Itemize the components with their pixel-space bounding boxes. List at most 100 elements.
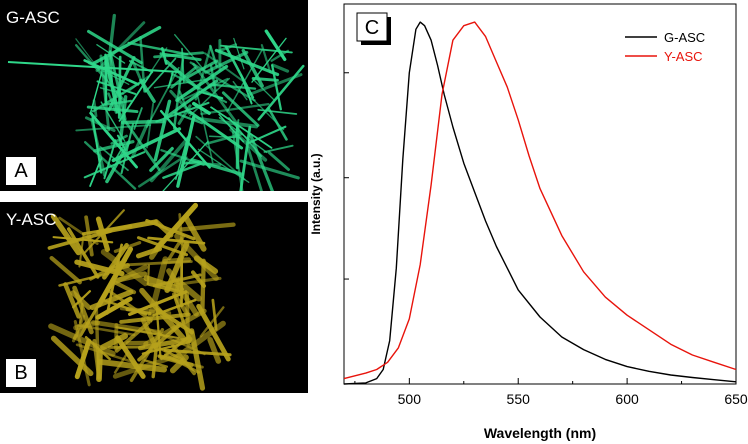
- crystal-rod: [186, 59, 219, 79]
- crystal-rod: [196, 303, 231, 362]
- crystal-rod: [153, 202, 199, 252]
- crystal-rod: [241, 48, 264, 88]
- crystal-rod: [140, 317, 160, 352]
- crystal-rod: [94, 308, 101, 379]
- crystal-rod: [114, 280, 137, 295]
- crystal-rod: [217, 43, 238, 53]
- crystal-rod: [93, 140, 135, 153]
- crystal-rod: [84, 215, 94, 257]
- crystal-rod: [97, 358, 167, 373]
- chart-canvas: 500 550 600 650 Wavelength (nm) Intensity (a.…: [309, 3, 748, 441]
- crystal-rod: [196, 93, 214, 164]
- crystal-rod: [153, 51, 205, 59]
- panel-b-letter: B: [6, 359, 36, 387]
- crystal-rod: [267, 151, 290, 172]
- crystal-rod: [119, 312, 191, 324]
- crystal-rod: [107, 56, 136, 112]
- crystal-rod: [155, 301, 162, 358]
- crystal-rod: [147, 236, 206, 245]
- crystal-rod: [96, 219, 158, 235]
- crystal-rod: [251, 97, 285, 131]
- crystal-rod: [127, 41, 189, 56]
- crystal-rod: [192, 62, 238, 124]
- crystal-rod: [153, 77, 215, 89]
- crystal-rod: [162, 140, 209, 191]
- crystal-rod: [146, 102, 155, 149]
- crystal-cluster: [75, 13, 305, 191]
- crystal-rod: [83, 151, 146, 179]
- crystal-rod: [74, 338, 92, 380]
- photo-panel-a: G-ASC A: [0, 0, 308, 191]
- crystal-rod: [220, 44, 293, 54]
- crystal-rod: [173, 276, 182, 298]
- crystal-rod: [210, 106, 273, 149]
- crystal-rod: [172, 58, 185, 130]
- crystal-rod: [190, 158, 245, 177]
- crystal-rod: [75, 124, 152, 132]
- photo-panel-b: Y-ASC B: [0, 202, 308, 393]
- crystal-rod: [135, 246, 163, 259]
- crystal-rod: [50, 335, 94, 377]
- x-axis-label: Wavelength (nm): [484, 425, 596, 441]
- y-axis-label: Intensity (a.u.): [309, 153, 323, 234]
- crystal-rod: [118, 95, 128, 147]
- crystal-rod: [160, 47, 168, 65]
- crystal-rod: [192, 101, 211, 115]
- crystal-rod: [229, 127, 268, 162]
- crystal-rod: [96, 80, 137, 95]
- crystal-rod: [246, 146, 263, 191]
- crystal-rod: [120, 122, 135, 175]
- crystal-rod: [139, 287, 187, 343]
- crystal-rod: [100, 333, 129, 351]
- crystal-rod: [50, 213, 82, 256]
- crystal-rod: [263, 144, 294, 153]
- crystal-rod: [165, 59, 200, 90]
- emission-spectrum-chart: 500 550 600 650 Wavelength (nm) Intensity (a.…: [300, 0, 748, 444]
- panel-c-letter: C: [365, 17, 379, 39]
- crystal-rod: [200, 102, 270, 115]
- plot-frame: [343, 3, 737, 385]
- crystal-rod: [172, 222, 236, 233]
- crystal-rod: [239, 159, 300, 180]
- crystal-rod: [166, 268, 199, 317]
- crystal-rod: [251, 37, 287, 83]
- crystal-rod: [174, 34, 204, 70]
- crystal-rod: [95, 21, 146, 73]
- crystal-rod: [90, 71, 103, 113]
- crystal-rod: [149, 135, 191, 183]
- crystal-rod: [146, 256, 169, 324]
- crystal-rod: [181, 77, 229, 101]
- crystal-rod: [174, 277, 202, 302]
- crystal-rod: [125, 308, 152, 316]
- crystal-rod: [167, 234, 186, 261]
- series-line-y-asc: [343, 21, 737, 380]
- crystal-rod: [73, 320, 91, 387]
- crystal-rod: [247, 125, 287, 144]
- crystal-rod: [149, 146, 174, 173]
- crystal-rod: [105, 243, 124, 315]
- crystal-rod: [153, 99, 172, 162]
- x-tick-label: 600: [615, 391, 639, 407]
- crystal-rod: [137, 336, 193, 351]
- panel-a-letter: A: [6, 157, 36, 185]
- crystal-rod: [146, 264, 150, 286]
- crystal-rod: [232, 80, 248, 101]
- crystal-rod: [173, 297, 192, 343]
- crystal-rod: [111, 264, 149, 286]
- crystal-rod: [214, 48, 280, 77]
- crystal-rod: [163, 348, 232, 357]
- crystal-rod: [197, 148, 250, 183]
- crystal-rod: [175, 64, 229, 102]
- crystal-rod: [177, 104, 192, 125]
- crystal-rod: [49, 255, 82, 285]
- crystal-rod: [75, 44, 126, 102]
- legend-label: Y-ASC: [664, 49, 703, 64]
- crystal-rod: [176, 115, 196, 188]
- crystal-rod: [207, 337, 222, 364]
- crystal-rod: [74, 259, 125, 277]
- crystal-rod: [211, 298, 218, 331]
- crystal-rod: [95, 296, 133, 320]
- crystal-rod: [271, 63, 290, 73]
- crystal-rod: [141, 340, 192, 355]
- x-tick-label: 650: [724, 391, 748, 407]
